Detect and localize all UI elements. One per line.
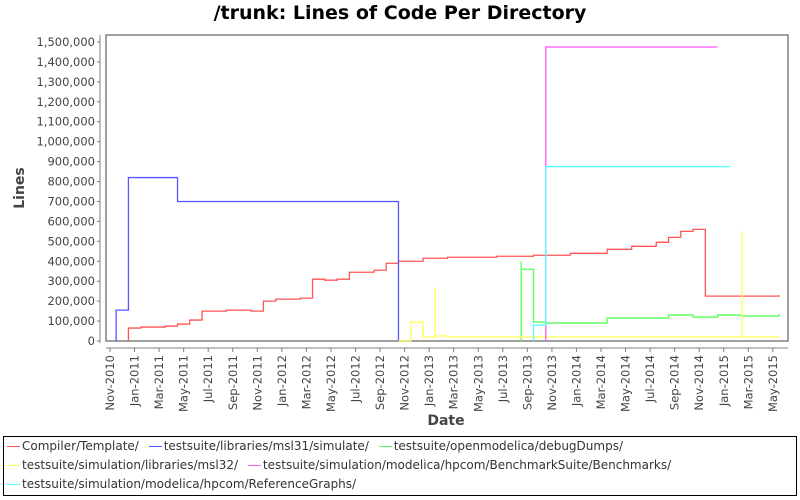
legend: Compiler/Template/ testsuite/libraries/m… [3,436,797,496]
x-tick-label: Nov-2011 [250,355,264,411]
x-tick-label: May-2011 [177,355,191,412]
swatch-cyan-icon [7,484,20,485]
legend-item-benchmarks: testsuite/simulation/modelica/hpcom/Benc… [247,458,671,472]
y-tick-label: 700,000 [47,194,95,208]
y-tick-label: 600,000 [47,214,95,228]
x-tick-label: Nov-2013 [545,355,559,411]
x-tick-label: Jan-2014 [569,355,583,407]
y-tick-label: 100,000 [47,314,95,328]
x-tick-label: Sep-2012 [373,355,387,410]
y-tick-label: 300,000 [47,274,95,288]
y-tick-label: 1,200,000 [36,95,95,109]
x-tick-label: Mar-2013 [447,355,461,409]
swatch-red-icon [7,446,20,447]
y-tick-label: 900,000 [47,155,95,169]
y-tick-label: 1,100,000 [36,115,95,129]
legend-item-referencegraphs: testsuite/simulation/modelica/hpcom/Refe… [7,477,356,491]
swatch-magenta-icon [247,465,261,466]
legend-item-compiler-template: Compiler/Template/ [7,439,139,453]
y-tick-label: 1,000,000 [36,135,95,149]
plot-area [105,34,789,342]
swatch-blue-icon [148,446,162,447]
y-axis-label: Lines [12,167,28,209]
x-tick-label: Jul-2013 [496,355,510,403]
x-tick-label: Mar-2015 [741,355,755,409]
x-axis-label: Date [427,413,464,429]
y-tick-label: 1,300,000 [36,75,95,89]
x-tick-label: Jan-2011 [128,355,142,407]
x-tick-label: Jan-2015 [717,355,731,407]
y-tick-label: 400,000 [47,254,95,268]
y-tick-label: 500,000 [47,234,95,248]
chart-title: /trunk: Lines of Code Per Directory [213,2,587,24]
legend-row-1: Compiler/Template/ testsuite/libraries/m… [7,439,629,453]
legend-item-msl31-simulate: testsuite/libraries/msl31/simulate/ [148,439,369,453]
series-line [398,231,780,342]
legend-item-msl32: testsuite/simulation/libraries/msl32/ [7,458,238,472]
series-line [127,228,780,341]
legend-row-3: testsuite/simulation/modelica/hpcom/Refe… [7,477,362,491]
x-tick-label: May-2015 [766,355,780,412]
series-line [520,261,780,341]
x-tick-label: Mar-2011 [152,355,166,409]
x-tick-label: Jul-2014 [643,355,657,403]
y-tick-label: 1,400,000 [36,55,95,69]
x-tick-label: Sep-2013 [520,355,534,410]
x-tick-label: Jul-2012 [349,355,363,403]
legend-row-2: testsuite/simulation/libraries/msl32/ te… [7,458,677,472]
x-tick-label: Nov-2012 [398,355,412,411]
x-tick-label: Mar-2014 [594,355,608,409]
x-tick-label: May-2012 [324,355,338,412]
x-tick-label: Mar-2012 [299,355,313,409]
y-tick-label: 0 [88,334,95,348]
legend-item-debugdumps: testsuite/openmodelica/debugDumps/ [378,439,623,453]
series-line [532,165,730,341]
x-tick-label: Jan-2013 [422,355,436,407]
swatch-yellow-icon [7,465,20,466]
x-tick-label: May-2013 [471,355,485,412]
y-tick-label: 1,500,000 [36,35,95,49]
swatch-green-icon [378,446,392,447]
x-tick-label: May-2014 [619,355,633,412]
x-tick-label: Nov-2010 [103,355,117,411]
x-tick-label: Sep-2011 [226,355,240,410]
x-tick-label: Sep-2014 [668,355,682,410]
series-line [115,176,400,341]
y-tick-label: 800,000 [47,175,95,189]
x-tick-label: Jan-2012 [275,355,289,407]
y-tick-label: 200,000 [47,294,95,308]
x-tick-label: Jul-2011 [201,355,215,403]
chart-plot: 0 100,000 200,000 300,000 400,000 500,000 600,… [12,34,789,429]
x-tick-label: Nov-2014 [692,355,706,411]
